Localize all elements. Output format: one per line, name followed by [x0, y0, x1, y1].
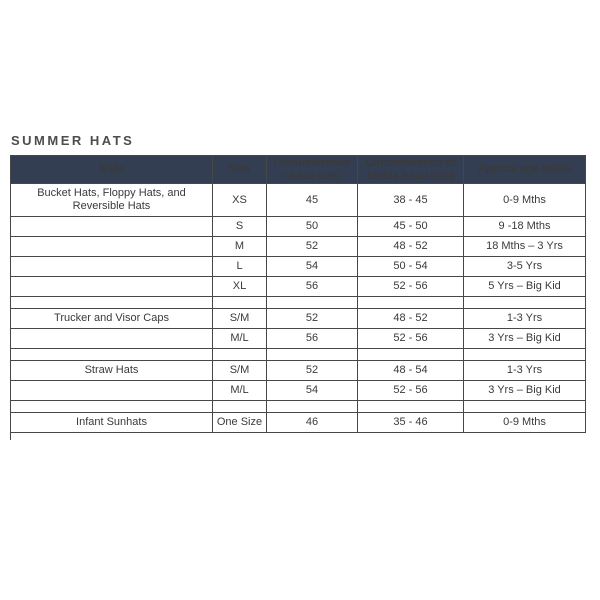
cell-age — [463, 296, 586, 309]
cell-size: M/L — [212, 328, 267, 349]
cell-size: S/M — [212, 360, 267, 381]
cell-hat-cm — [266, 348, 358, 361]
cell-hat-cm: 52 — [266, 360, 358, 381]
cell-head-cm: 50 - 54 — [357, 256, 464, 277]
cell-hat-cm: 46 — [266, 412, 358, 433]
cell-size: XS — [212, 183, 267, 217]
table-row: M/L 56 52 - 56 3 Yrs – Big Kid — [10, 328, 586, 349]
table-row: L 54 50 - 54 3-5 Yrs — [10, 256, 586, 277]
table-row: XL 56 52 - 56 5 Yrs – Big Kid — [10, 276, 586, 297]
cell-head-cm: 48 - 52 — [357, 308, 464, 329]
cell-size — [212, 348, 267, 361]
table-row: S 50 45 - 50 9 -18 Mths — [10, 216, 586, 237]
cell-head-cm: 48 - 54 — [357, 360, 464, 381]
spacer-row — [10, 400, 586, 413]
cell-hat-cm: 56 — [266, 328, 358, 349]
cell-head-cm: 52 - 56 — [357, 380, 464, 401]
cell-size: S — [212, 216, 267, 237]
cell-hat-cm: 56 — [266, 276, 358, 297]
cell-size: M/L — [212, 380, 267, 401]
column-header-head-circumference: Circumference of childs head (cm) — [357, 155, 464, 184]
table-row: Trucker and Visor Caps S/M 52 48 - 52 1-… — [10, 308, 586, 329]
cell-age: 0-9 Mths — [463, 183, 586, 217]
cell-style: Trucker and Visor Caps — [10, 308, 213, 329]
cell-age: 5 Yrs – Big Kid — [463, 276, 586, 297]
cell-age — [463, 400, 586, 413]
cell-style: Bucket Hats, Floppy Hats, and Reversible… — [10, 183, 213, 217]
cell-style: Infant Sunhats — [10, 412, 213, 433]
cell-age: 0-9 Mths — [463, 412, 586, 433]
cell-head-cm — [357, 348, 464, 361]
cell-age: 3-5 Yrs — [463, 256, 586, 277]
left-border-artifact — [10, 429, 11, 440]
cell-head-cm — [357, 296, 464, 309]
column-header-style: Style — [10, 155, 213, 184]
cell-size: One Size — [212, 412, 267, 433]
cell-style — [10, 348, 213, 361]
table-row: M 52 48 - 52 18 Mths – 3 Yrs — [10, 236, 586, 257]
cell-style — [10, 216, 213, 237]
cell-size: M — [212, 236, 267, 257]
spacer-row — [10, 348, 586, 361]
column-header-hat-circumference: Circumference of hat (cm) — [266, 155, 358, 184]
cell-size: L — [212, 256, 267, 277]
cell-size — [212, 400, 267, 413]
cell-age: 18 Mths – 3 Yrs — [463, 236, 586, 257]
cell-hat-cm — [266, 400, 358, 413]
cell-head-cm: 38 - 45 — [357, 183, 464, 217]
cell-hat-cm: 50 — [266, 216, 358, 237]
cell-style — [10, 328, 213, 349]
cell-size — [212, 296, 267, 309]
cell-hat-cm — [266, 296, 358, 309]
cell-head-cm — [357, 400, 464, 413]
cell-age: 3 Yrs – Big Kid — [463, 380, 586, 401]
header-row: Style Size Circumference of hat (cm) Cir… — [10, 155, 586, 184]
column-header-size: Size — [212, 155, 267, 184]
cell-age: 1-3 Yrs — [463, 308, 586, 329]
cell-hat-cm: 45 — [266, 183, 358, 217]
cell-style — [10, 276, 213, 297]
cell-age: 9 -18 Mths — [463, 216, 586, 237]
cell-style — [10, 256, 213, 277]
cell-head-cm: 52 - 56 — [357, 276, 464, 297]
cell-head-cm: 45 - 50 — [357, 216, 464, 237]
cell-age — [463, 348, 586, 361]
cell-head-cm: 48 - 52 — [357, 236, 464, 257]
cell-style: Straw Hats — [10, 360, 213, 381]
page-title: SUMMER HATS — [11, 133, 135, 148]
cell-hat-cm: 54 — [266, 256, 358, 277]
table-row: Bucket Hats, Floppy Hats, and Reversible… — [10, 183, 586, 217]
cell-size: XL — [212, 276, 267, 297]
cell-style — [10, 400, 213, 413]
cell-style — [10, 380, 213, 401]
size-chart-sheet: SUMMER HATS Style Size Circumference of … — [10, 133, 586, 440]
cell-hat-cm: 52 — [266, 308, 358, 329]
cell-head-cm: 52 - 56 — [357, 328, 464, 349]
cell-size: S/M — [212, 308, 267, 329]
cell-head-cm: 35 - 46 — [357, 412, 464, 433]
table-row: Infant Sunhats One Size 46 35 - 46 0-9 M… — [10, 412, 586, 433]
spacer-row — [10, 296, 586, 309]
cell-age: 3 Yrs – Big Kid — [463, 328, 586, 349]
cell-style — [10, 296, 213, 309]
table-row: M/L 54 52 - 56 3 Yrs – Big Kid — [10, 380, 586, 401]
size-chart-table: Style Size Circumference of hat (cm) Cir… — [10, 155, 586, 433]
table-row: Straw Hats S/M 52 48 - 54 1-3 Yrs — [10, 360, 586, 381]
cell-hat-cm: 52 — [266, 236, 358, 257]
column-header-age-guide: Approx age guide — [463, 155, 586, 184]
cell-age: 1-3 Yrs — [463, 360, 586, 381]
cell-hat-cm: 54 — [266, 380, 358, 401]
cell-style — [10, 236, 213, 257]
